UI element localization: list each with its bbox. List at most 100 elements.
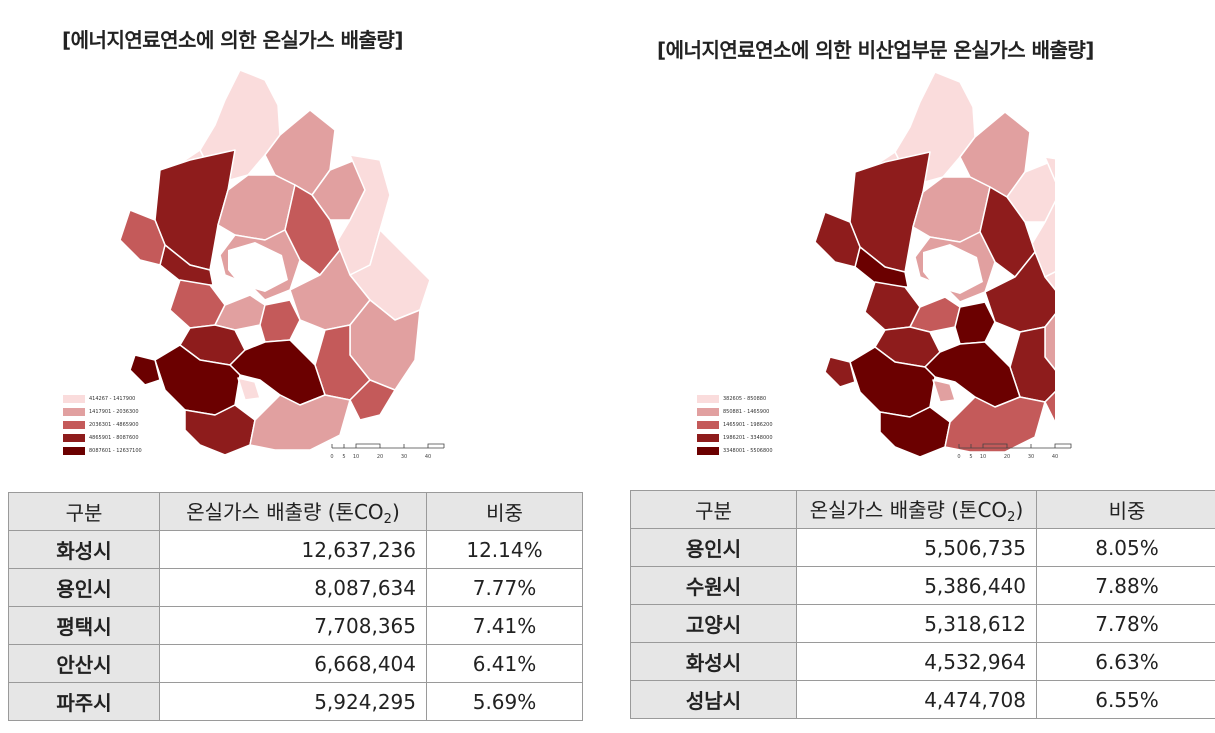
share-cell: 12.14% bbox=[426, 530, 583, 569]
share-cell: 7.88% bbox=[1036, 566, 1215, 605]
region-cell: 용인시 bbox=[8, 568, 160, 607]
legend-item: 382605 - 850880 bbox=[697, 393, 773, 405]
map-region bbox=[944, 396, 1046, 453]
legend-swatch bbox=[697, 408, 719, 416]
header-category: 구분 bbox=[8, 492, 160, 531]
map-region bbox=[909, 296, 961, 333]
value-cell: 12,637,236 bbox=[159, 530, 427, 569]
legend-item: 4865901 - 8087600 bbox=[63, 432, 142, 444]
share-cell: 6.55% bbox=[1036, 680, 1215, 719]
region-cell: 화성시 bbox=[630, 642, 797, 681]
header-category: 구분 bbox=[630, 490, 797, 529]
scale-label: 30 bbox=[401, 454, 407, 460]
header-emissions: 온실가스 배출량 (톤CO2) bbox=[796, 490, 1037, 529]
value-cell: 6,668,404 bbox=[159, 644, 427, 683]
legend-item: 414267 - 1417900 bbox=[63, 393, 142, 405]
left-map-legend: 414267 - 1417900 1417901 - 2036300 20363… bbox=[63, 393, 142, 458]
map-region bbox=[954, 301, 996, 345]
header-subscript: 2 bbox=[1007, 510, 1016, 525]
table-row: 고양시 5,318,612 7.78% bbox=[630, 604, 1215, 643]
scale-label: 30 bbox=[1028, 454, 1034, 460]
table-row: 평택시 7,708,365 7.41% bbox=[8, 606, 583, 645]
share-cell: 6.41% bbox=[426, 644, 583, 683]
legend-label: 3348001 - 5506800 bbox=[723, 448, 773, 454]
legend-label: 414267 - 1417900 bbox=[89, 396, 136, 402]
scale-label: 5 bbox=[969, 454, 972, 460]
region-cell: 용인시 bbox=[630, 528, 797, 567]
map-region bbox=[1029, 156, 1055, 278]
legend-label: 1465901 - 1986200 bbox=[723, 422, 773, 428]
map-region bbox=[879, 406, 951, 458]
legend-swatch bbox=[697, 421, 719, 429]
legend-swatch bbox=[63, 395, 85, 403]
legend-swatch bbox=[63, 408, 85, 416]
header-subscript: 2 bbox=[383, 512, 392, 527]
map-region bbox=[199, 69, 281, 181]
region-cell: 고양시 bbox=[630, 604, 797, 643]
scale-label: 10 bbox=[980, 454, 986, 460]
map-region bbox=[849, 346, 936, 418]
right-scale-bar: 0 5 10 20 30 40 bbox=[957, 443, 1072, 460]
value-cell: 4,532,964 bbox=[796, 642, 1037, 681]
left-choropleth-map bbox=[119, 69, 431, 456]
map-region bbox=[154, 344, 241, 416]
map-region bbox=[1044, 271, 1055, 291]
table-row: 파주시 5,924,295 5.69% bbox=[8, 682, 583, 721]
share-cell: 5.69% bbox=[426, 682, 583, 721]
map-region bbox=[814, 211, 861, 268]
header-close-paren: ) bbox=[1015, 498, 1024, 522]
legend-label: 4865901 - 8087600 bbox=[89, 435, 139, 441]
legend-item: 850881 - 1465900 bbox=[697, 406, 773, 418]
left-scale-bar: 0 5 10 20 30 40 bbox=[330, 443, 445, 460]
legend-swatch bbox=[697, 395, 719, 403]
legend-label: 382605 - 850880 bbox=[723, 396, 767, 402]
legend-item: 1417901 - 2036300 bbox=[63, 406, 142, 418]
scale-label: 40 bbox=[425, 454, 431, 460]
map-region bbox=[932, 379, 956, 403]
table-row: 수원시 5,386,440 7.88% bbox=[630, 566, 1215, 605]
region-cell: 평택시 bbox=[8, 606, 160, 645]
share-cell: 8.05% bbox=[1036, 528, 1215, 567]
legend-swatch bbox=[63, 447, 85, 455]
map-region bbox=[259, 299, 301, 343]
value-cell: 7,708,365 bbox=[159, 606, 427, 645]
header-emissions-text: 온실가스 배출량 (톤CO bbox=[809, 498, 1008, 522]
right-panel: [에너지연료연소에 의한 비산업부문 온실가스 배출량] bbox=[615, 0, 1215, 733]
left-emissions-table: 구분 온실가스 배출량 (톤CO2) 비중 화성시 12,637,236 12.14… bbox=[8, 492, 583, 721]
share-cell: 7.77% bbox=[426, 568, 583, 607]
legend-label: 850881 - 1465900 bbox=[723, 409, 770, 415]
left-panel: [에너지연료연소에 의한 온실가스 배출량] bbox=[0, 0, 600, 733]
scale-label: 10 bbox=[353, 454, 359, 460]
scale-label: 5 bbox=[342, 454, 345, 460]
map-region bbox=[119, 209, 166, 266]
value-cell: 4,474,708 bbox=[796, 680, 1037, 719]
header-share: 비중 bbox=[426, 492, 583, 531]
region-cell: 파주시 bbox=[8, 682, 160, 721]
map-region bbox=[349, 379, 396, 421]
region-cell: 성남시 bbox=[630, 680, 797, 719]
map-region bbox=[184, 404, 256, 456]
map-region bbox=[984, 251, 1055, 333]
legend-swatch bbox=[697, 447, 719, 455]
right-choropleth-map bbox=[814, 71, 1055, 458]
table-row: 화성시 12,637,236 12.14% bbox=[8, 530, 583, 569]
table-row: 화성시 4,532,964 6.63% bbox=[630, 642, 1215, 681]
table-row: 용인시 8,087,634 7.77% bbox=[8, 568, 583, 607]
table-header-row: 구분 온실가스 배출량 (톤CO2) 비중 bbox=[630, 490, 1215, 529]
map-region bbox=[923, 244, 983, 294]
map-region bbox=[1044, 390, 1055, 423]
value-cell: 5,924,295 bbox=[159, 682, 427, 721]
left-map-title: [에너지연료연소에 의한 온실가스 배출량] bbox=[62, 28, 403, 52]
right-emissions-table: 구분 온실가스 배출량 (톤CO2) 비중 용인시 5,506,735 8.05% … bbox=[630, 490, 1215, 719]
region-cell: 안산시 bbox=[8, 644, 160, 683]
table-header-row: 구분 온실가스 배출량 (톤CO2) 비중 bbox=[8, 492, 583, 531]
legend-label: 1417901 - 2036300 bbox=[89, 409, 139, 415]
value-cell: 5,318,612 bbox=[796, 604, 1037, 643]
map-region bbox=[214, 294, 266, 331]
legend-label: 2036301 - 4865900 bbox=[89, 422, 139, 428]
legend-item: 1465901 - 1986200 bbox=[697, 419, 773, 431]
map-region bbox=[824, 356, 856, 388]
legend-swatch bbox=[63, 421, 85, 429]
table-row: 성남시 4,474,708 6.55% bbox=[630, 680, 1215, 719]
map-region bbox=[237, 377, 261, 401]
